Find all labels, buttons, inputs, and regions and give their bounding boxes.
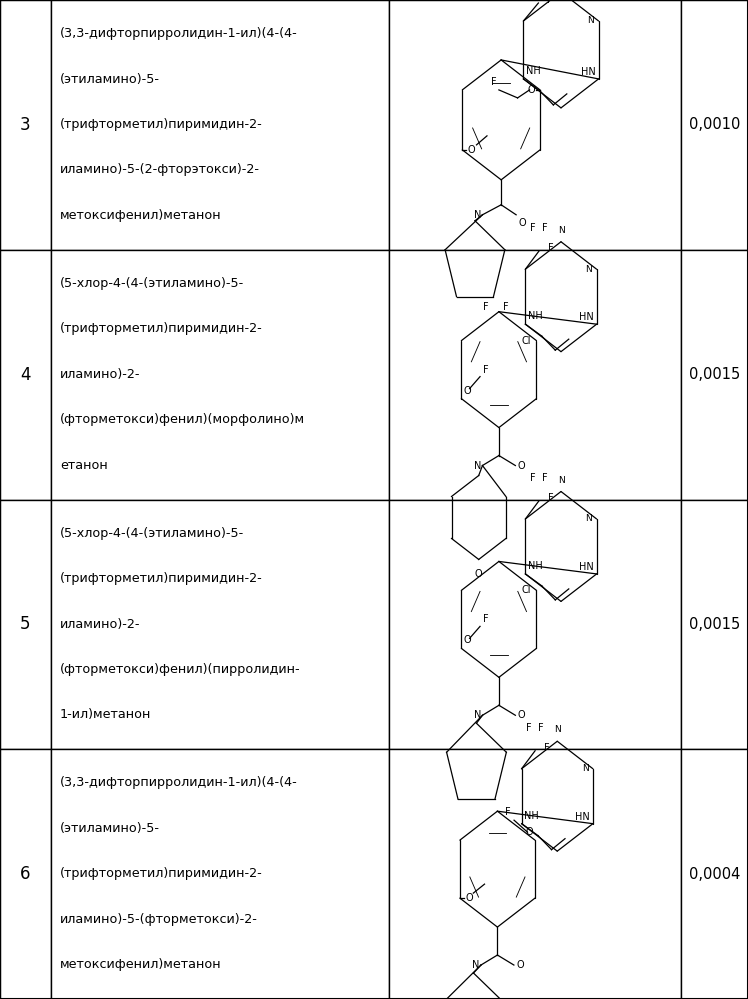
Text: HN: HN: [579, 561, 594, 571]
Text: O: O: [518, 218, 526, 228]
Bar: [0, 500, 51, 749]
Bar: [681, 250, 748, 500]
Text: (5-хлор-4-(4-(этиламино)-5-: (5-хлор-4-(4-(этиламино)-5-: [60, 277, 244, 290]
Text: (5-хлор-4-(4-(этиламино)-5-: (5-хлор-4-(4-(этиламино)-5-: [60, 526, 244, 539]
Bar: [389, 250, 681, 500]
Text: 6: 6: [20, 865, 31, 883]
Text: (3,3-дифторпирролидин-1-ил)(4-(4-: (3,3-дифторпирролидин-1-ил)(4-(4-: [60, 776, 298, 789]
Text: N: N: [582, 764, 589, 773]
Text: F: F: [530, 473, 536, 483]
Text: Cl: Cl: [521, 585, 530, 595]
Text: O: O: [464, 635, 471, 645]
Text: 0,0010: 0,0010: [689, 117, 740, 133]
Text: NH: NH: [527, 311, 542, 322]
Text: (трифторметил)пиримидин-2-: (трифторметил)пиримидин-2-: [60, 323, 263, 336]
Text: N: N: [557, 476, 565, 485]
Text: етанон: етанон: [60, 459, 108, 472]
Text: O: O: [527, 85, 535, 95]
Text: NH: NH: [524, 810, 539, 821]
Bar: [0, 0, 51, 250]
Bar: [389, 0, 681, 250]
Text: (трифторметил)пиримидин-2-: (трифторметил)пиримидин-2-: [60, 867, 263, 880]
Text: O: O: [464, 386, 471, 396]
Text: 0,0015: 0,0015: [689, 616, 740, 632]
Text: N: N: [554, 725, 561, 734]
Text: иламино)-5-(2-фторэтокси)-2-: иламино)-5-(2-фторэтокси)-2-: [60, 164, 260, 177]
Bar: [681, 0, 748, 250]
Bar: [0, 250, 51, 500]
Text: 4: 4: [20, 366, 31, 384]
Text: метоксифенил)метанон: метоксифенил)метанон: [60, 209, 221, 222]
Text: иламино)-2-: иламино)-2-: [60, 368, 141, 381]
Text: (трифторметил)пиримидин-2-: (трифторметил)пиримидин-2-: [60, 572, 263, 585]
Text: O: O: [525, 827, 533, 837]
Text: иламино)-2-: иламино)-2-: [60, 617, 141, 630]
Text: O: O: [518, 710, 525, 720]
Text: (этиламино)-5-: (этиламино)-5-: [60, 73, 160, 86]
Text: N: N: [473, 461, 481, 471]
Text: F: F: [548, 493, 554, 503]
Text: (трифторметил)пиримидин-2-: (трифторметил)пиримидин-2-: [60, 118, 263, 131]
Text: NH: NH: [527, 560, 542, 571]
Text: 0,0004: 0,0004: [689, 866, 740, 882]
Text: 3: 3: [20, 116, 31, 134]
Text: F: F: [548, 0, 553, 5]
Text: F: F: [491, 77, 497, 87]
Text: Cl: Cl: [521, 336, 530, 346]
Bar: [681, 749, 748, 999]
Bar: [681, 500, 748, 749]
Text: (3,3-дифторпирролидин-1-ил)(4-(4-: (3,3-дифторпирролидин-1-ил)(4-(4-: [60, 27, 298, 40]
Text: N: N: [473, 710, 481, 720]
Text: F: F: [548, 243, 554, 254]
Text: F: F: [483, 302, 488, 312]
Text: N: N: [557, 226, 565, 235]
Text: F: F: [483, 365, 488, 375]
Text: (этиламино)-5-: (этиламино)-5-: [60, 822, 160, 835]
Text: F: F: [503, 302, 508, 312]
Text: O: O: [475, 569, 482, 579]
Text: HN: HN: [575, 811, 590, 821]
Text: метоксифенил)метанон: метоксифенил)метанон: [60, 958, 221, 971]
Text: NH: NH: [526, 66, 540, 76]
Bar: [0, 749, 51, 999]
Text: (фторметокси)фенил)(морфолино)м: (фторметокси)фенил)(морфолино)м: [60, 414, 305, 427]
Text: 1-ил)метанон: 1-ил)метанон: [60, 708, 151, 721]
Text: O: O: [516, 960, 524, 970]
Text: 0,0015: 0,0015: [689, 367, 740, 383]
Text: O: O: [465, 893, 473, 903]
Text: 5: 5: [20, 615, 31, 633]
Text: HN: HN: [579, 312, 594, 322]
Text: F: F: [542, 473, 548, 483]
Text: N: N: [586, 265, 592, 274]
Text: F: F: [538, 722, 544, 733]
Text: N: N: [472, 960, 479, 970]
Bar: [51, 749, 389, 999]
Text: N: N: [473, 210, 481, 220]
Text: N: N: [587, 16, 594, 26]
Text: F: F: [527, 722, 532, 733]
Text: O: O: [468, 145, 475, 155]
Text: (фторметокси)фенил)(пирролидин-: (фторметокси)фенил)(пирролидин-: [60, 663, 301, 676]
Text: O: O: [518, 461, 525, 471]
Text: F: F: [530, 223, 536, 234]
Text: F: F: [542, 223, 548, 234]
Text: иламино)-5-(фторметокси)-2-: иламино)-5-(фторметокси)-2-: [60, 913, 258, 926]
Text: N: N: [586, 514, 592, 523]
Bar: [389, 500, 681, 749]
Text: HN: HN: [581, 67, 595, 77]
Bar: [389, 749, 681, 999]
Text: F: F: [506, 807, 511, 817]
Text: F: F: [483, 614, 488, 624]
Bar: [51, 0, 389, 250]
Text: F: F: [544, 742, 550, 753]
Bar: [51, 500, 389, 749]
Bar: [51, 250, 389, 500]
